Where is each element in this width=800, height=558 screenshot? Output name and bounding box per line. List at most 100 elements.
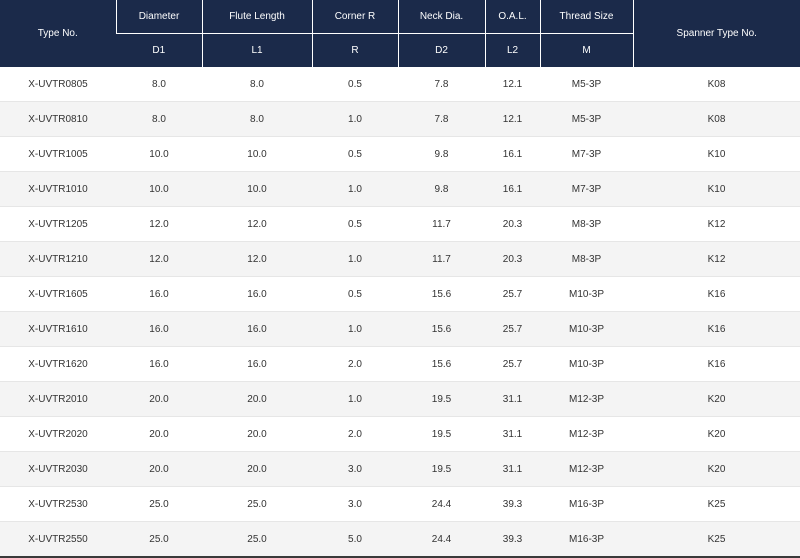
corner-r-cell: 1.0 xyxy=(312,241,398,277)
neck-dia-cell: 15.6 xyxy=(398,276,485,312)
type-no-cell: X-UVTR0805 xyxy=(0,67,116,102)
oal-cell: 16.1 xyxy=(485,171,540,207)
spanner-type-cell: K25 xyxy=(633,521,800,558)
flute-length-cell: 20.0 xyxy=(202,451,312,487)
neck-dia-cell: 19.5 xyxy=(398,381,485,417)
thread-size-cell: M16-3P xyxy=(540,521,633,558)
neck-dia-cell: 7.8 xyxy=(398,101,485,137)
header-neck-dia: Neck Dia. xyxy=(397,0,485,34)
type-no-cell: X-UVTR2030 xyxy=(0,451,116,487)
type-no-cell: X-UVTR1205 xyxy=(0,206,116,242)
oal-cell: 39.3 xyxy=(485,521,540,558)
flute-length-cell: 16.0 xyxy=(202,311,312,347)
type-no-cell: X-UVTR1620 xyxy=(0,346,116,382)
type-no-cell: X-UVTR1210 xyxy=(0,241,116,277)
diameter-cell: 10.0 xyxy=(116,136,202,172)
neck-dia-cell: 24.4 xyxy=(398,486,485,522)
thread-size-cell: M7-3P xyxy=(540,171,633,207)
type-no-cell: X-UVTR1605 xyxy=(0,276,116,312)
spanner-type-cell: K08 xyxy=(633,67,800,102)
flute-length-cell: 10.0 xyxy=(202,136,312,172)
table-row: X-UVTR2030 20.0 20.0 3.0 19.5 31.1 M12-3P K20 xyxy=(0,451,800,487)
type-no-cell: X-UVTR1005 xyxy=(0,136,116,172)
diameter-cell: 12.0 xyxy=(116,241,202,277)
table-row: X-UVTR2550 25.0 25.0 5.0 24.4 39.3 M16-3P K25 xyxy=(0,521,800,558)
type-no-cell: X-UVTR2020 xyxy=(0,416,116,452)
oal-cell: 25.7 xyxy=(485,276,540,312)
spanner-type-cell: K12 xyxy=(633,206,800,242)
flute-length-cell: 12.0 xyxy=(202,206,312,242)
oal-cell: 39.3 xyxy=(485,486,540,522)
header-corner-r: Corner R xyxy=(311,0,398,34)
table-header: Type No. Diameter Flute Length Corner R … xyxy=(0,0,800,67)
header-symbol-l1: L1 xyxy=(201,33,312,67)
corner-r-cell: 0.5 xyxy=(312,276,398,312)
flute-length-cell: 8.0 xyxy=(202,67,312,102)
diameter-cell: 12.0 xyxy=(116,206,202,242)
oal-cell: 31.1 xyxy=(485,381,540,417)
table-row: X-UVTR2010 20.0 20.0 1.0 19.5 31.1 M12-3P K20 xyxy=(0,381,800,417)
diameter-cell: 25.0 xyxy=(116,521,202,558)
corner-r-cell: 0.5 xyxy=(312,136,398,172)
flute-length-cell: 25.0 xyxy=(202,521,312,558)
type-no-cell: X-UVTR2530 xyxy=(0,486,116,522)
oal-cell: 25.7 xyxy=(485,346,540,382)
oal-cell: 12.1 xyxy=(485,101,540,137)
neck-dia-cell: 9.8 xyxy=(398,171,485,207)
diameter-cell: 16.0 xyxy=(116,276,202,312)
diameter-cell: 20.0 xyxy=(116,416,202,452)
table-row: X-UVTR2020 20.0 20.0 2.0 19.5 31.1 M12-3P K20 xyxy=(0,416,800,452)
flute-length-cell: 10.0 xyxy=(202,171,312,207)
header-oal: O.A.L. xyxy=(484,0,540,34)
diameter-cell: 20.0 xyxy=(116,451,202,487)
neck-dia-cell: 15.6 xyxy=(398,311,485,347)
table-row: X-UVTR1610 16.0 16.0 1.0 15.6 25.7 M10-3P K16 xyxy=(0,311,800,347)
spanner-type-cell: K20 xyxy=(633,381,800,417)
neck-dia-cell: 9.8 xyxy=(398,136,485,172)
diameter-cell: 16.0 xyxy=(116,311,202,347)
spanner-type-cell: K10 xyxy=(633,171,800,207)
thread-size-cell: M5-3P xyxy=(540,67,633,102)
spanner-type-cell: K20 xyxy=(633,416,800,452)
oal-cell: 20.3 xyxy=(485,206,540,242)
table-row: X-UVTR0810 8.0 8.0 1.0 7.8 12.1 M5-3P K08 xyxy=(0,101,800,137)
thread-size-cell: M7-3P xyxy=(540,136,633,172)
header-symbol-d1: D1 xyxy=(116,33,202,67)
spanner-type-cell: K10 xyxy=(633,136,800,172)
spanner-type-cell: K20 xyxy=(633,451,800,487)
corner-r-cell: 5.0 xyxy=(312,521,398,558)
spanner-type-cell: K16 xyxy=(633,276,800,312)
type-no-cell: X-UVTR1610 xyxy=(0,311,116,347)
oal-cell: 20.3 xyxy=(485,241,540,277)
oal-cell: 12.1 xyxy=(485,67,540,102)
table-row: X-UVTR1010 10.0 10.0 1.0 9.8 16.1 M7-3P K10 xyxy=(0,171,800,207)
diameter-cell: 10.0 xyxy=(116,171,202,207)
table-row: X-UVTR1210 12.0 12.0 1.0 11.7 20.3 M8-3P K12 xyxy=(0,241,800,277)
diameter-cell: 8.0 xyxy=(116,101,202,137)
table-row: X-UVTR1205 12.0 12.0 0.5 11.7 20.3 M8-3P K12 xyxy=(0,206,800,242)
type-no-cell: X-UVTR0810 xyxy=(0,101,116,137)
neck-dia-cell: 19.5 xyxy=(398,416,485,452)
thread-size-cell: M5-3P xyxy=(540,101,633,137)
neck-dia-cell: 24.4 xyxy=(398,521,485,558)
header-diameter: Diameter xyxy=(115,0,202,34)
corner-r-cell: 3.0 xyxy=(312,486,398,522)
diameter-cell: 25.0 xyxy=(116,486,202,522)
thread-size-cell: M12-3P xyxy=(540,381,633,417)
thread-size-cell: M12-3P xyxy=(540,416,633,452)
corner-r-cell: 3.0 xyxy=(312,451,398,487)
corner-r-cell: 1.0 xyxy=(312,101,398,137)
header-spanner-type: Spanner Type No. xyxy=(632,0,800,67)
spanner-type-cell: K12 xyxy=(633,241,800,277)
oal-cell: 31.1 xyxy=(485,451,540,487)
diameter-cell: 16.0 xyxy=(116,346,202,382)
corner-r-cell: 0.5 xyxy=(312,206,398,242)
header-row-names: Type No. Diameter Flute Length Corner R … xyxy=(0,0,800,67)
spanner-type-cell: K16 xyxy=(633,311,800,347)
flute-length-cell: 12.0 xyxy=(202,241,312,277)
corner-r-cell: 1.0 xyxy=(312,171,398,207)
thread-size-cell: M8-3P xyxy=(540,241,633,277)
header-symbol-l2: L2 xyxy=(484,33,540,67)
corner-r-cell: 2.0 xyxy=(312,346,398,382)
